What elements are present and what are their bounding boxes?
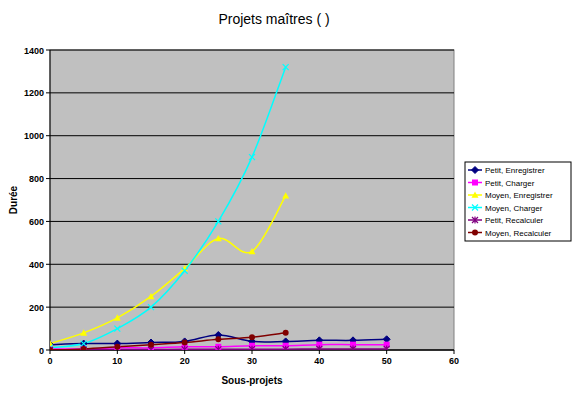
- legend-label: Petit, Charger: [485, 179, 535, 188]
- legend-label: Petit, Recalculer: [485, 216, 544, 225]
- marker: [114, 314, 121, 320]
- marker: [50, 347, 53, 351]
- x-tick-label: 60: [449, 356, 459, 366]
- x-tick: [184, 350, 185, 354]
- marker: [384, 345, 390, 350]
- marker: [215, 346, 221, 350]
- marker: [148, 293, 155, 299]
- marker: [114, 326, 120, 332]
- legend-marker: [472, 217, 478, 224]
- x-tick: [252, 350, 253, 354]
- grid-line: [50, 307, 454, 308]
- grid-line: [50, 92, 454, 93]
- series-line: [50, 196, 286, 344]
- legend: Petit, Enregistrer Petit, Charger Moyen, E…: [465, 162, 571, 241]
- marker: [249, 248, 256, 254]
- marker: [80, 329, 87, 335]
- marker: [182, 268, 188, 274]
- marker: [249, 346, 255, 350]
- marker: [181, 338, 188, 345]
- marker: [182, 346, 188, 350]
- marker: [81, 346, 87, 350]
- x-tick-label: 20: [180, 356, 190, 366]
- x-tick: [50, 350, 51, 354]
- legend-label: Moyen, Recalculer: [485, 229, 552, 238]
- background: [0, 0, 577, 396]
- marker: [81, 341, 87, 347]
- marker: [215, 336, 221, 342]
- marker: [316, 345, 322, 350]
- marker: [283, 330, 289, 336]
- y-tick: [46, 307, 50, 308]
- x-tick: [117, 350, 118, 354]
- marker: [350, 345, 356, 350]
- marker: [283, 346, 289, 350]
- x-tick-label: 0: [47, 356, 52, 366]
- marker: [81, 346, 87, 350]
- y-tick-label: 1400: [24, 46, 44, 56]
- x-axis-label: Sous-projets: [221, 375, 283, 386]
- marker: [282, 192, 289, 198]
- x-tick-label: 40: [314, 356, 324, 366]
- x-tick-label: 30: [247, 356, 257, 366]
- x-tick: [386, 350, 387, 354]
- marker: [182, 340, 188, 346]
- legend-box: [465, 162, 571, 241]
- marker: [148, 342, 154, 348]
- plot-area: [50, 50, 454, 350]
- x-tick: [319, 350, 320, 354]
- y-tick-label: 600: [29, 217, 44, 227]
- legend-label: Moyen, Enregistrer: [485, 191, 553, 200]
- marker: [283, 64, 289, 70]
- legend-marker: [472, 205, 478, 211]
- y-tick: [46, 264, 50, 265]
- legend-marker: [472, 230, 478, 236]
- grid-line: [50, 221, 454, 222]
- grid-line: [50, 50, 454, 51]
- grid-line: [50, 178, 454, 179]
- y-tick: [46, 50, 50, 51]
- marker: [215, 218, 221, 224]
- y-tick-label: 1000: [24, 131, 44, 141]
- legend-marker: [472, 180, 478, 186]
- x-tick-label: 10: [112, 356, 122, 366]
- title: Projets maîtres ( ): [218, 11, 329, 27]
- marker: [114, 344, 120, 350]
- y-tick: [46, 135, 50, 136]
- marker: [249, 154, 255, 160]
- grid-line: [50, 135, 454, 136]
- legend-label: Moyen, Charger: [485, 204, 543, 213]
- legend-label: Petit, Enregistrer: [485, 166, 545, 175]
- y-tick: [46, 92, 50, 93]
- y-tick-label: 0: [39, 346, 44, 356]
- plot-marks: [50, 64, 390, 350]
- series-line: [50, 67, 286, 348]
- marker: [215, 235, 222, 241]
- grid-line: [50, 264, 454, 265]
- legend-marker: [472, 192, 479, 198]
- y-tick: [46, 350, 50, 351]
- y-tick-label: 1200: [24, 88, 44, 98]
- y-tick: [46, 221, 50, 222]
- marker: [148, 304, 154, 310]
- legend-marker: [472, 167, 479, 174]
- marker: [50, 347, 53, 350]
- marker: [249, 334, 255, 340]
- x-tick-label: 50: [382, 356, 392, 366]
- y-axis-label: Durée: [8, 185, 19, 214]
- y-tick-label: 800: [29, 174, 44, 184]
- y-axis: [50, 50, 51, 350]
- x-tick: [454, 350, 455, 354]
- marker: [81, 346, 87, 350]
- chart: Projets maîtres ( )020040060080010001200…: [0, 0, 577, 396]
- y-tick-label: 200: [29, 303, 44, 313]
- y-tick: [46, 178, 50, 179]
- y-tick-label: 400: [29, 260, 44, 270]
